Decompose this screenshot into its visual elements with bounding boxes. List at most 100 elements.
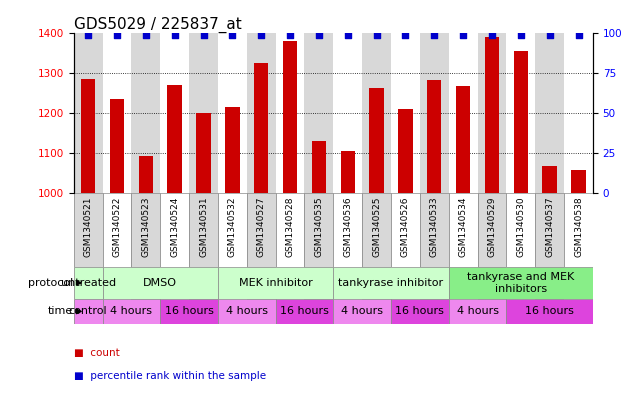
Bar: [247, 193, 276, 267]
Point: [112, 32, 122, 38]
Bar: [276, 299, 333, 324]
Bar: [218, 299, 247, 324]
Bar: [362, 33, 391, 193]
Bar: [189, 33, 218, 193]
Bar: [535, 267, 564, 299]
Bar: [74, 267, 103, 299]
Text: GSM1340535: GSM1340535: [314, 197, 324, 257]
Bar: [247, 267, 276, 299]
Bar: [449, 193, 478, 267]
Text: 16 hours: 16 hours: [395, 307, 444, 316]
Bar: [391, 193, 420, 267]
Bar: [160, 193, 189, 267]
Bar: [333, 299, 391, 324]
Point: [169, 32, 179, 38]
Point: [429, 32, 440, 38]
Text: 4 hours: 4 hours: [456, 307, 499, 316]
Bar: [74, 33, 103, 193]
Text: GSM1340524: GSM1340524: [170, 197, 179, 257]
Text: GSM1340536: GSM1340536: [343, 197, 353, 257]
Bar: [74, 193, 103, 267]
Bar: [131, 267, 160, 299]
Text: GSM1340534: GSM1340534: [458, 197, 468, 257]
Text: protocol: protocol: [28, 278, 73, 288]
Bar: [333, 267, 449, 299]
Point: [199, 32, 209, 38]
Bar: [542, 166, 557, 193]
Bar: [110, 99, 124, 193]
Text: GSM1340530: GSM1340530: [516, 197, 526, 257]
Bar: [369, 88, 384, 193]
Bar: [420, 299, 449, 324]
Bar: [131, 299, 160, 324]
Text: GSM1340529: GSM1340529: [487, 197, 497, 257]
Point: [256, 32, 267, 38]
Text: GSM1340526: GSM1340526: [401, 197, 410, 257]
Text: DMSO: DMSO: [143, 278, 178, 288]
Text: 4 hours: 4 hours: [341, 307, 383, 316]
Bar: [160, 299, 218, 324]
Bar: [564, 33, 593, 193]
Bar: [398, 109, 413, 193]
Bar: [74, 299, 103, 324]
Bar: [103, 267, 131, 299]
Bar: [333, 299, 362, 324]
Bar: [391, 299, 420, 324]
Bar: [478, 193, 506, 267]
Bar: [485, 37, 499, 193]
Bar: [247, 299, 276, 324]
Bar: [506, 193, 535, 267]
Bar: [333, 193, 362, 267]
Bar: [362, 267, 391, 299]
Bar: [167, 85, 182, 193]
Bar: [247, 33, 276, 193]
Point: [314, 32, 324, 38]
Point: [285, 32, 295, 38]
Bar: [218, 267, 333, 299]
Point: [140, 32, 151, 38]
Bar: [506, 267, 535, 299]
Text: GSM1340532: GSM1340532: [228, 197, 237, 257]
Bar: [196, 113, 211, 193]
Point: [342, 32, 353, 38]
Point: [228, 32, 238, 38]
Bar: [506, 33, 535, 193]
Bar: [103, 299, 131, 324]
Text: control: control: [69, 307, 108, 316]
Text: GDS5029 / 225837_at: GDS5029 / 225837_at: [74, 17, 242, 33]
Bar: [218, 193, 247, 267]
Bar: [506, 299, 593, 324]
Text: GSM1340525: GSM1340525: [372, 197, 381, 257]
Bar: [506, 299, 535, 324]
Bar: [449, 299, 478, 324]
Bar: [449, 193, 478, 267]
Bar: [103, 193, 131, 267]
Bar: [218, 267, 247, 299]
Bar: [420, 193, 449, 267]
Bar: [276, 299, 304, 324]
Text: 16 hours: 16 hours: [525, 307, 574, 316]
Bar: [333, 193, 362, 267]
Bar: [478, 193, 506, 267]
Bar: [283, 41, 297, 193]
Bar: [74, 267, 103, 299]
Text: GSM1340521: GSM1340521: [83, 197, 93, 257]
Bar: [103, 267, 218, 299]
Bar: [449, 267, 478, 299]
Bar: [160, 299, 189, 324]
Bar: [131, 193, 160, 267]
Text: tankyrase and MEK
inhibitors: tankyrase and MEK inhibitors: [467, 272, 574, 294]
Bar: [391, 267, 420, 299]
Bar: [564, 299, 593, 324]
Bar: [304, 193, 333, 267]
Bar: [535, 193, 564, 267]
Bar: [189, 267, 218, 299]
Text: GSM1340531: GSM1340531: [199, 197, 208, 257]
Bar: [420, 33, 449, 193]
Bar: [103, 299, 160, 324]
Bar: [218, 33, 247, 193]
Point: [400, 32, 410, 38]
Bar: [189, 299, 218, 324]
Bar: [478, 267, 506, 299]
Bar: [160, 193, 189, 267]
